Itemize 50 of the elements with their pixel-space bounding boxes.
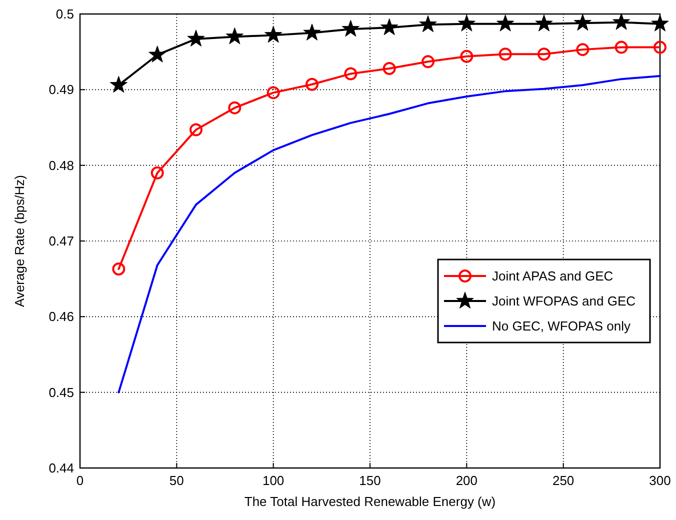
point — [535, 14, 553, 32]
point — [110, 76, 128, 93]
legend-label: Joint WFOPAS and GEC — [492, 294, 636, 308]
point — [496, 14, 514, 32]
point — [458, 14, 476, 32]
point — [576, 43, 590, 56]
x-tick-label: 300 — [649, 473, 671, 488]
x-tick-label: 100 — [262, 473, 284, 488]
point — [187, 30, 205, 46]
point — [651, 14, 669, 32]
point — [303, 24, 321, 40]
y-tick-label: 0.49 — [48, 82, 74, 98]
point — [574, 14, 592, 31]
point — [344, 67, 358, 80]
legend-label: No GEC, WFOPAS only — [492, 318, 631, 334]
x-tick-label: 150 — [359, 473, 381, 488]
point — [148, 46, 166, 62]
x-tick-label: 200 — [456, 473, 478, 488]
point — [654, 40, 666, 54]
y-tick-label: 0.45 — [48, 384, 74, 400]
x-tick-label: 0 — [76, 473, 84, 488]
y-tick-label: 0.46 — [48, 309, 74, 324]
line-series — [118, 75, 661, 394]
legend-label: Joint APAS and GEC — [492, 268, 614, 284]
point — [264, 26, 282, 43]
point — [422, 55, 434, 68]
point — [112, 262, 126, 276]
point — [150, 166, 164, 180]
point — [342, 20, 360, 37]
point — [614, 40, 628, 54]
point — [498, 48, 512, 61]
x-tick-label: 250 — [552, 473, 574, 488]
point — [538, 48, 550, 61]
y-tick-label: 0.5 — [56, 6, 74, 22]
point — [266, 86, 280, 100]
point — [612, 13, 630, 30]
point — [228, 101, 242, 114]
point — [226, 27, 244, 44]
point — [382, 62, 396, 75]
x-axis-title: The Total Harvested Renewable Energy (w) — [244, 494, 496, 509]
point — [380, 18, 398, 36]
y-tick-label: 0.48 — [48, 158, 74, 173]
y-tick-label: 0.47 — [48, 234, 74, 248]
point — [306, 78, 318, 91]
x-tick-label: 50 — [169, 473, 184, 488]
y-axis-title: Average Rate (bps/Hz) — [12, 175, 27, 307]
point — [460, 50, 474, 63]
point — [190, 123, 202, 136]
point — [419, 15, 437, 32]
y-tick-label: 0.44 — [48, 460, 74, 476]
